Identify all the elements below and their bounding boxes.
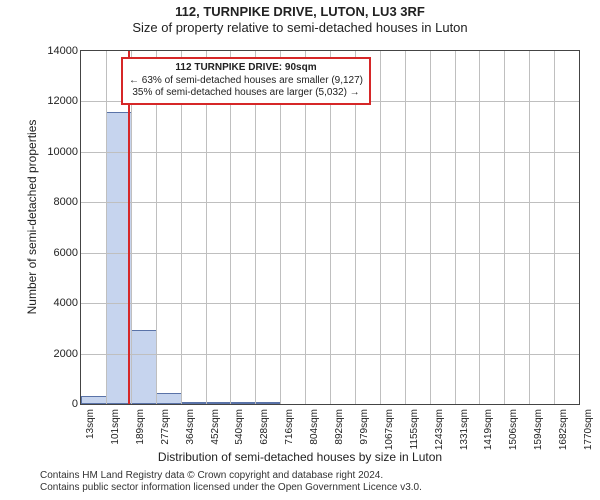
- x-tick-label: 1682sqm: [558, 409, 569, 454]
- footer-line1: Contains HM Land Registry data © Crown c…: [40, 470, 596, 482]
- x-tick-label: 1594sqm: [533, 409, 544, 454]
- chart-title-line2: Size of property relative to semi-detach…: [0, 20, 600, 36]
- gridline-h: [81, 354, 579, 355]
- gridline-v: [529, 51, 530, 404]
- x-tick-label: 716sqm: [284, 409, 295, 454]
- gridline-h: [81, 253, 579, 254]
- x-tick-label: 13sqm: [85, 409, 96, 454]
- x-tick-label: 628sqm: [259, 409, 270, 454]
- annotation-box: 112 TURNPIKE DRIVE: 90sqm ← 63% of semi-…: [121, 57, 371, 105]
- histogram-bar: [230, 402, 256, 404]
- annotation-line1: 112 TURNPIKE DRIVE: 90sqm: [129, 62, 363, 75]
- x-tick-label: 892sqm: [334, 409, 345, 454]
- y-tick-label: 6000: [28, 247, 78, 259]
- x-tick-label: 540sqm: [234, 409, 245, 454]
- gridline-v: [554, 51, 555, 404]
- y-tick-label: 0: [28, 398, 78, 410]
- x-tick-label: 1770sqm: [583, 409, 594, 454]
- gridline-v: [455, 51, 456, 404]
- x-tick-label: 1419sqm: [483, 409, 494, 454]
- y-tick-label: 2000: [28, 348, 78, 360]
- histogram-bar: [131, 330, 157, 404]
- histogram-bar: [181, 402, 207, 404]
- annotation-line2: ← 63% of semi-detached houses are smalle…: [129, 75, 363, 88]
- gridline-v: [430, 51, 431, 404]
- x-tick-label: 979sqm: [359, 409, 370, 454]
- gridline-v: [479, 51, 480, 404]
- chart-title-line1: 112, TURNPIKE DRIVE, LUTON, LU3 3RF: [0, 4, 600, 20]
- gridline-h: [81, 202, 579, 203]
- x-tick-label: 101sqm: [110, 409, 121, 454]
- chart-title-block: 112, TURNPIKE DRIVE, LUTON, LU3 3RF Size…: [0, 4, 600, 35]
- y-axis-label: Number of semi-detached properties: [25, 67, 39, 367]
- x-tick-label: 189sqm: [135, 409, 146, 454]
- plot-area: 112 TURNPIKE DRIVE: 90sqm ← 63% of semi-…: [80, 50, 580, 405]
- histogram-bar: [255, 402, 281, 404]
- x-tick-label: 1331sqm: [459, 409, 470, 454]
- x-tick-label: 1243sqm: [434, 409, 445, 454]
- histogram-bar: [206, 402, 232, 404]
- x-tick-label: 1155sqm: [409, 409, 420, 454]
- x-tick-label: 804sqm: [309, 409, 320, 454]
- x-tick-label: 277sqm: [160, 409, 171, 454]
- y-tick-label: 10000: [28, 146, 78, 158]
- x-tick-label: 452sqm: [210, 409, 221, 454]
- x-axis-label: Distribution of semi-detached houses by …: [0, 450, 600, 464]
- annotation-line3: 35% of semi-detached houses are larger (…: [129, 87, 363, 100]
- x-tick-label: 1067sqm: [384, 409, 395, 454]
- gridline-h: [81, 303, 579, 304]
- y-tick-label: 12000: [28, 95, 78, 107]
- y-tick-label: 14000: [28, 45, 78, 57]
- footer-attribution: Contains HM Land Registry data © Crown c…: [40, 470, 596, 494]
- gridline-v: [405, 51, 406, 404]
- x-tick-label: 1506sqm: [508, 409, 519, 454]
- gridline-v: [504, 51, 505, 404]
- gridline-v: [380, 51, 381, 404]
- histogram-bar: [156, 393, 182, 404]
- gridline-v: [106, 51, 107, 404]
- gridline-h: [81, 152, 579, 153]
- footer-line2: Contains public sector information licen…: [40, 482, 596, 494]
- histogram-bar: [81, 396, 107, 404]
- y-tick-label: 4000: [28, 297, 78, 309]
- y-tick-label: 8000: [28, 196, 78, 208]
- x-tick-label: 364sqm: [185, 409, 196, 454]
